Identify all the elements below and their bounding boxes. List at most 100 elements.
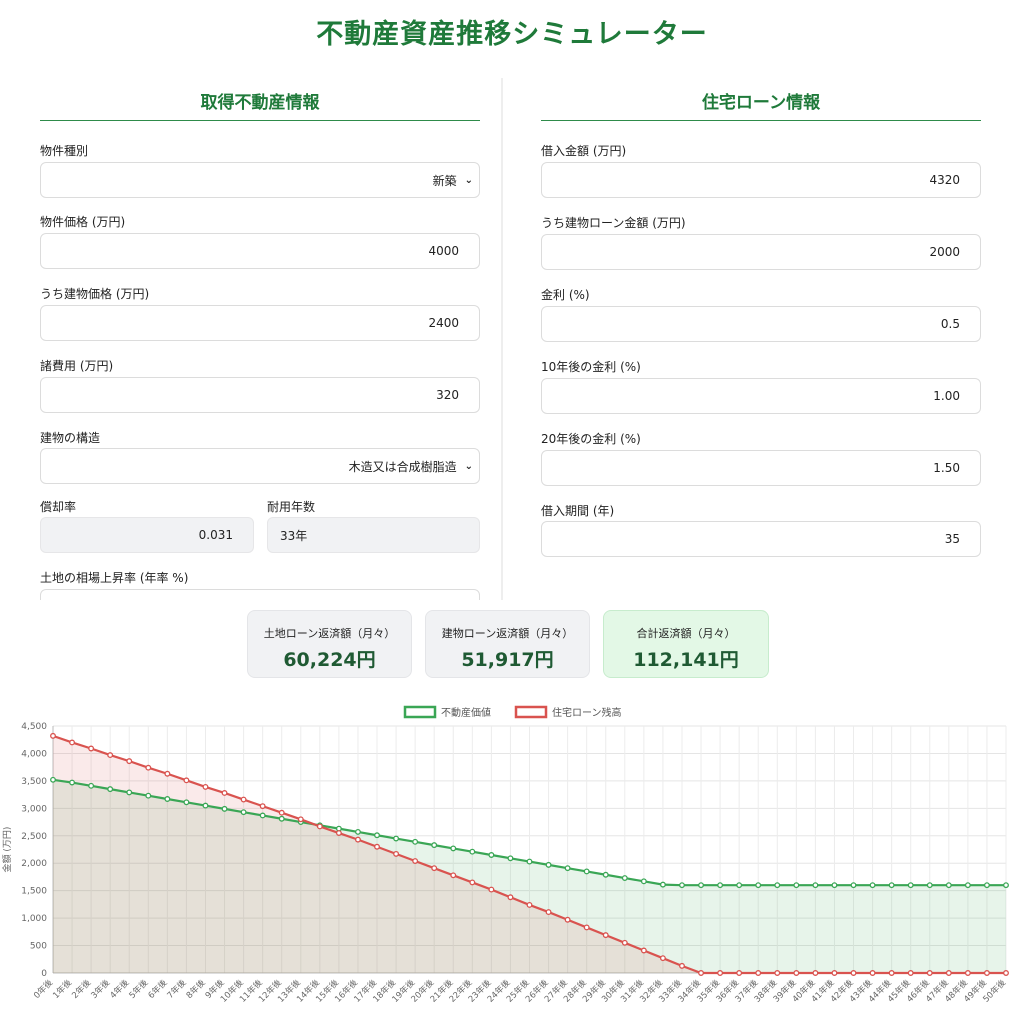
data-point [183,777,190,784]
data-point [717,970,724,976]
data-point [831,970,838,976]
y-tick-label: 0 [41,969,47,979]
data-point [926,970,933,976]
y-tick-label: 2,000 [21,859,47,869]
data-point [964,970,971,976]
interest-20y-input[interactable]: 1.50 [541,450,981,486]
loan-amount-value: 4320 [929,173,960,187]
data-point [679,882,685,889]
period-label: 借入期間 (年) [541,504,615,518]
data-point [469,879,476,886]
data-point [640,947,647,954]
land-payment-card: 土地ローン返済額（月々） 60,224円 [247,610,412,678]
data-point [126,758,133,765]
property-type-select[interactable]: 新築 ⌄ [40,162,480,198]
useful-life-field: 33年 [267,517,480,553]
interest-10y-input[interactable]: 1.00 [541,378,981,414]
data-point [374,843,380,850]
structure-value: 木造又は合成樹脂造 [348,459,457,474]
data-point [240,809,247,816]
data-point [1003,970,1009,976]
data-point [545,861,552,868]
x-tick-label: 4年後 [108,977,132,1001]
building-loan-input[interactable]: 2000 [541,234,981,270]
data-point [355,836,361,843]
data-point [755,970,762,976]
data-point [488,852,495,858]
data-point [659,881,666,888]
x-tick-label: 8年後 [184,977,208,1001]
series-area-loan-balance [53,735,1006,973]
section-divider [541,120,981,121]
data-point [983,882,990,889]
data-point [221,805,228,812]
data-point [316,823,323,830]
interest-20y-value: 1.50 [933,461,960,475]
data-point [202,783,209,790]
interest-10y-label: 10年後の金利 (%) [541,360,641,374]
property-price-input[interactable]: 4000 [40,233,480,269]
data-point [526,901,533,908]
data-point [450,872,457,879]
data-point [545,909,552,916]
legend-label: 不動産価値 [441,706,491,719]
data-point [259,812,266,819]
data-point [888,970,895,976]
data-point [888,882,895,889]
data-point [831,882,838,889]
data-point [755,882,762,889]
interest-10y-value: 1.00 [933,389,960,403]
data-point [107,786,114,793]
x-tick-label: 3年後 [89,977,113,1001]
data-point [164,770,171,777]
loan-info-panel: 住宅ローン情報 借入金額 (万円) 4320 うち建物ローン金額 (万円) 20… [541,78,981,600]
expenses-input[interactable]: 320 [40,377,480,413]
data-point [412,838,419,845]
data-point [164,796,171,802]
data-point [507,894,514,901]
building-loan-value: 2000 [929,245,960,259]
data-point [202,802,209,809]
period-value: 35 [944,532,960,546]
data-point [221,790,228,796]
data-point [278,809,285,816]
y-tick-label: 1,500 [21,887,47,897]
y-tick-label: 3,000 [21,804,47,814]
interest-input[interactable]: 0.5 [541,306,981,342]
data-point [88,782,95,789]
data-point [450,845,457,852]
data-point [621,939,628,946]
data-point [717,882,724,889]
depreciation-rate-label: 償却率 [40,500,77,514]
data-point [602,932,609,939]
data-point [583,868,590,875]
building-payment-value: 51,917円 [461,649,554,671]
section-divider [40,120,480,121]
data-point [69,779,76,786]
data-point [583,924,590,931]
data-point [602,871,609,878]
expenses-label: 諸費用 (万円) [40,359,114,373]
period-input[interactable]: 35 [541,521,981,557]
y-tick-label: 2,500 [21,832,47,842]
loan-amount-input[interactable]: 4320 [541,162,981,198]
data-point [183,799,190,806]
data-point [431,865,438,872]
data-point [679,962,685,969]
building-price-input[interactable]: 2400 [40,305,480,341]
data-point [793,970,800,976]
structure-select[interactable]: 木造又は合成樹脂造 ⌄ [40,448,480,484]
data-point [564,865,571,872]
land-payment-label: 土地ローン返済額（月々） [263,627,396,640]
building-loan-label: うち建物ローン金額 (万円) [541,216,686,230]
data-point [126,789,133,796]
data-point [907,882,914,889]
data-point [355,828,361,835]
land-rate-input[interactable] [40,589,480,600]
data-point [793,882,800,889]
legend-swatch [403,705,437,719]
data-point [983,970,990,976]
loan-info-title: 住宅ローン情報 [701,93,821,113]
total-payment-card: 合計返済額（月々） 112,141円 [603,610,769,678]
data-point [297,816,304,823]
